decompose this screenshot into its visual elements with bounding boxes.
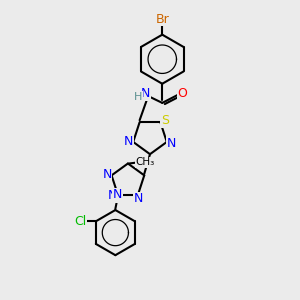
Text: N: N [103, 168, 112, 181]
Text: N: N [108, 189, 118, 202]
Text: N: N [141, 87, 151, 100]
Text: CH₃: CH₃ [136, 157, 155, 167]
Text: O: O [178, 87, 187, 100]
Text: N: N [133, 193, 143, 206]
Text: Br: Br [155, 13, 169, 26]
Text: Cl: Cl [74, 215, 86, 228]
Text: N: N [112, 188, 122, 201]
Text: H: H [134, 92, 143, 102]
Text: S: S [161, 115, 169, 128]
Text: N: N [167, 137, 176, 150]
Text: N: N [124, 136, 134, 148]
